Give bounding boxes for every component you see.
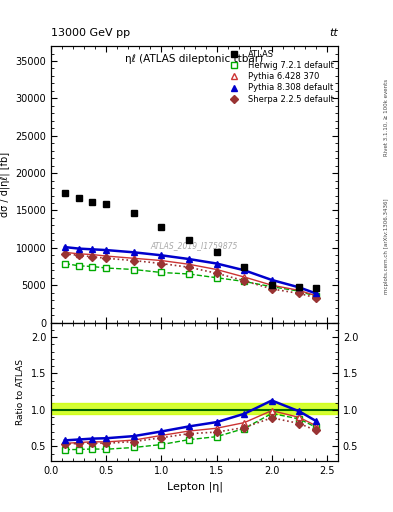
ATLAS xyxy=(104,201,108,207)
ATLAS xyxy=(159,224,164,230)
Sherpa 2.2.5 default xyxy=(90,254,95,260)
Pythia 8.308 default xyxy=(242,267,246,273)
Pythia 8.308 default xyxy=(270,277,274,283)
Line: Pythia 6.428 370: Pythia 6.428 370 xyxy=(61,249,320,299)
ATLAS xyxy=(76,195,81,201)
Line: Herwig 7.2.1 default: Herwig 7.2.1 default xyxy=(62,261,319,299)
Pythia 6.428 370 xyxy=(159,258,164,264)
Herwig 7.2.1 default xyxy=(314,293,318,300)
Herwig 7.2.1 default xyxy=(132,266,136,272)
Pythia 8.308 default xyxy=(214,261,219,267)
Sherpa 2.2.5 default xyxy=(159,261,164,267)
Herwig 7.2.1 default xyxy=(76,263,81,269)
Herwig 7.2.1 default xyxy=(187,271,191,277)
Sherpa 2.2.5 default xyxy=(132,258,136,264)
Pythia 8.308 default xyxy=(187,256,191,262)
Text: tt: tt xyxy=(329,28,338,38)
Sherpa 2.2.5 default xyxy=(214,270,219,276)
Text: mcplots.cern.ch [arXiv:1306.3436]: mcplots.cern.ch [arXiv:1306.3436] xyxy=(384,198,389,293)
Text: ηℓ (ATLAS dileptonic ttbar): ηℓ (ATLAS dileptonic ttbar) xyxy=(125,54,264,65)
Pythia 6.428 370 xyxy=(297,287,302,293)
ATLAS xyxy=(314,285,318,291)
Sherpa 2.2.5 default xyxy=(242,278,246,284)
Herwig 7.2.1 default xyxy=(62,261,67,267)
Text: ATLAS_2019_I1759875: ATLAS_2019_I1759875 xyxy=(151,241,238,250)
ATLAS xyxy=(242,264,246,270)
Pythia 8.308 default xyxy=(159,252,164,259)
Herwig 7.2.1 default xyxy=(159,269,164,275)
Herwig 7.2.1 default xyxy=(297,288,302,294)
Pythia 6.428 370 xyxy=(76,251,81,257)
Herwig 7.2.1 default xyxy=(104,265,108,271)
Y-axis label: Ratio to ATLAS: Ratio to ATLAS xyxy=(16,359,25,424)
Pythia 8.308 default xyxy=(104,247,108,253)
Sherpa 2.2.5 default xyxy=(76,252,81,259)
Pythia 8.308 default xyxy=(62,244,67,250)
X-axis label: Lepton |η|: Lepton |η| xyxy=(167,481,222,492)
ATLAS xyxy=(270,282,274,288)
Pythia 8.308 default xyxy=(90,246,95,252)
Sherpa 2.2.5 default xyxy=(104,255,108,261)
Sherpa 2.2.5 default xyxy=(270,286,274,292)
Herwig 7.2.1 default xyxy=(90,264,95,270)
ATLAS xyxy=(214,248,219,254)
Pythia 8.308 default xyxy=(132,249,136,255)
Herwig 7.2.1 default xyxy=(242,279,246,285)
Pythia 8.308 default xyxy=(297,284,302,290)
Line: ATLAS: ATLAS xyxy=(61,189,320,292)
Pythia 6.428 370 xyxy=(187,261,191,267)
ATLAS xyxy=(132,209,136,216)
Sherpa 2.2.5 default xyxy=(187,264,191,270)
Sherpa 2.2.5 default xyxy=(297,290,302,296)
ATLAS xyxy=(90,199,95,205)
ATLAS xyxy=(187,237,191,243)
ATLAS xyxy=(62,189,67,196)
Pythia 8.308 default xyxy=(314,290,318,296)
Text: Rivet 3.1.10, ≥ 100k events: Rivet 3.1.10, ≥ 100k events xyxy=(384,79,389,156)
Pythia 6.428 370 xyxy=(62,249,67,255)
Pythia 8.308 default xyxy=(76,246,81,252)
Sherpa 2.2.5 default xyxy=(314,295,318,301)
ATLAS xyxy=(297,284,302,290)
Text: 13000 GeV pp: 13000 GeV pp xyxy=(51,28,130,38)
Pythia 6.428 370 xyxy=(242,274,246,280)
Pythia 6.428 370 xyxy=(90,251,95,258)
Herwig 7.2.1 default xyxy=(270,284,274,290)
Herwig 7.2.1 default xyxy=(214,274,219,281)
Line: Pythia 8.308 default: Pythia 8.308 default xyxy=(61,244,320,297)
Pythia 6.428 370 xyxy=(214,266,219,272)
Legend: ATLAS, Herwig 7.2.1 default, Pythia 6.428 370, Pythia 8.308 default, Sherpa 2.2.: ATLAS, Herwig 7.2.1 default, Pythia 6.42… xyxy=(222,49,336,105)
Line: Sherpa 2.2.5 default: Sherpa 2.2.5 default xyxy=(62,251,319,301)
Y-axis label: dσ / d|ηℓ| [fb]: dσ / d|ηℓ| [fb] xyxy=(0,152,10,217)
Pythia 6.428 370 xyxy=(132,255,136,261)
Sherpa 2.2.5 default xyxy=(62,251,67,257)
Pythia 6.428 370 xyxy=(314,292,318,298)
Pythia 6.428 370 xyxy=(104,253,108,259)
Pythia 6.428 370 xyxy=(270,282,274,288)
